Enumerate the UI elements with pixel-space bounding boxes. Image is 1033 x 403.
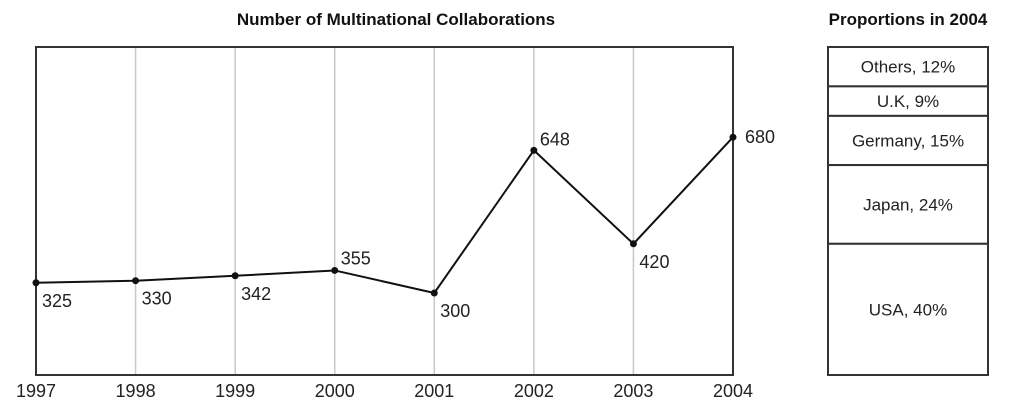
line-chart-title: Number of Multinational Collaborations (237, 10, 555, 29)
data-label: 300 (440, 301, 470, 321)
series-line (35, 136, 734, 295)
data-label: 330 (142, 289, 172, 309)
x-tick-label: 1998 (116, 381, 156, 401)
data-label: 680 (745, 127, 775, 147)
data-label: 342 (241, 284, 271, 304)
data-label: 325 (42, 291, 72, 311)
data-points (32, 133, 737, 297)
segment-label: Others, 12% (861, 58, 956, 77)
data-labels: 325 330 342 355 300 648 420 680 (42, 127, 775, 321)
proportion-segment (827, 242, 989, 376)
x-tick-label: 2001 (414, 381, 454, 401)
grid-lines (134, 47, 635, 375)
data-point (729, 133, 737, 141)
x-tick-label: 2000 (315, 381, 355, 401)
data-point (331, 266, 339, 274)
segment-label: USA, 40% (869, 300, 947, 319)
data-point (430, 289, 438, 297)
x-tick-label: 2004 (713, 381, 753, 401)
proportion-chart: Proportions in 2004 Others, 12% U.K, 9% Ge… (827, 10, 989, 376)
data-label: 355 (341, 248, 371, 268)
proportion-segment (827, 114, 989, 167)
data-point (231, 272, 239, 280)
segment-label: Germany, 15% (852, 131, 964, 150)
x-tick-label: 2003 (613, 381, 653, 401)
x-tick-label: 1997 (16, 381, 56, 401)
segment-label: Japan, 24% (863, 195, 953, 214)
data-label: 420 (639, 252, 669, 272)
proportion-segment (827, 85, 989, 117)
data-point (32, 279, 40, 287)
data-point (530, 146, 538, 154)
x-tick-label: 2002 (514, 381, 554, 401)
data-point (132, 277, 140, 285)
proportion-segments: Others, 12% U.K, 9% Germany, 15% Japan, 24%… (827, 46, 989, 376)
proportion-chart-title: Proportions in 2004 (829, 10, 988, 29)
x-tick-labels: 1997 1998 1999 2000 2001 2002 2003 2004 (16, 381, 753, 401)
proportion-segment (827, 164, 989, 245)
data-label: 648 (540, 129, 570, 149)
x-tick-label: 1999 (215, 381, 255, 401)
plot-frame (35, 46, 734, 376)
segment-label: U.K, 9% (877, 92, 939, 111)
data-point (629, 240, 637, 248)
line-chart: Number of Multinational Collaborations 3… (16, 10, 775, 401)
